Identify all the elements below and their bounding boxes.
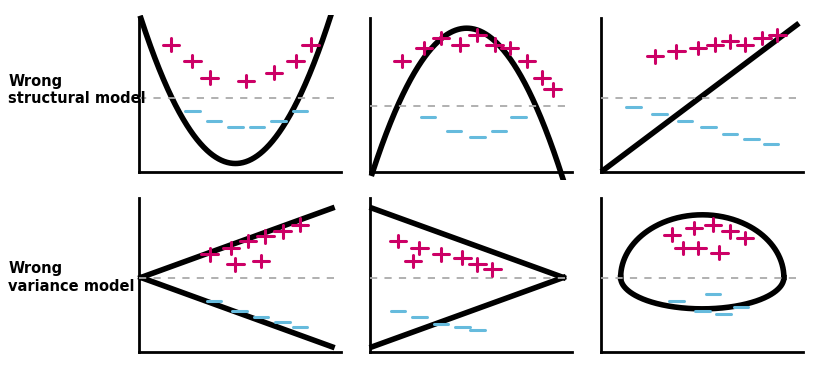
- Text: Wrong
structural model: Wrong structural model: [8, 74, 146, 106]
- Text: Wrong
variance model: Wrong variance model: [8, 261, 135, 294]
